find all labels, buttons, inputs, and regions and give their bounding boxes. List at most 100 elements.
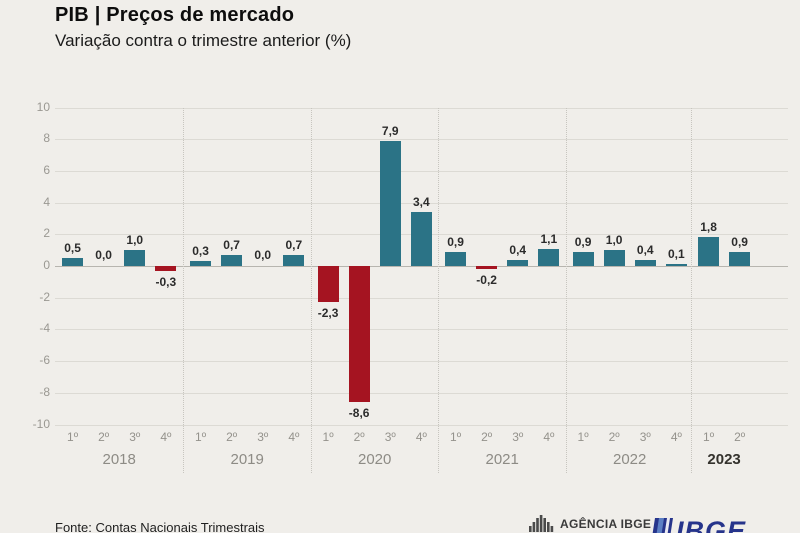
year-label: 2023 [707, 451, 741, 468]
year-separator [310, 107, 312, 473]
bar [729, 251, 751, 266]
quarter-tick-label: 2º [734, 430, 746, 444]
agencia-ibge-logo: AGÊNCIA IBGE [529, 514, 651, 533]
gridline [55, 202, 788, 204]
y-axis-tick-label: 10 [36, 99, 50, 114]
year-label: 2020 [358, 451, 392, 468]
ibge-flag-icon [651, 518, 673, 533]
bar [445, 251, 467, 266]
quarter-tick-label: 1º [450, 430, 462, 444]
bar [507, 259, 529, 266]
year-label: 2022 [613, 451, 647, 468]
bar [62, 258, 84, 266]
y-axis-tick-label: -8 [39, 384, 50, 399]
y-axis-tick-label: -4 [39, 321, 50, 336]
quarter-tick-label: 3º [129, 430, 141, 444]
quarter-tick-label: 2º [481, 430, 493, 444]
ibge-label: IBGE [676, 516, 747, 533]
bar [410, 212, 432, 266]
y-axis-tick-label: -10 [32, 416, 50, 431]
bar-value-label: 0,4 [636, 242, 654, 257]
bar-value-label: 0,7 [223, 237, 240, 252]
quarter-tick-label: 1º [703, 430, 715, 444]
bar-value-label: 0,0 [95, 248, 112, 262]
y-axis-tick-label: 0 [43, 258, 50, 272]
bar-value-label: 0,9 [731, 234, 748, 249]
year-separator [438, 107, 439, 473]
bar [665, 264, 687, 266]
bar-value-label: 1,1 [540, 231, 558, 246]
page-subtitle: Variação contra o trimestre anterior (%) [55, 31, 352, 50]
year-label: 2018 [102, 451, 136, 468]
gridline [55, 297, 788, 299]
quarter-tick-label: 2º [353, 430, 365, 444]
bar-value-label: 0,4 [509, 242, 527, 257]
bar [379, 140, 401, 266]
bar-value-label: 1,0 [605, 233, 623, 248]
bar-value-label: 1,0 [126, 233, 144, 248]
bar [155, 266, 177, 271]
source-note: Fonte: Contas Nacionais Trimestrais [55, 520, 265, 533]
quarter-tick-label: 1º [67, 430, 79, 444]
gridline [55, 139, 788, 141]
year-label: 2019 [230, 451, 264, 468]
year-separator [691, 107, 692, 473]
bar-value-label: 1,8 [700, 220, 717, 235]
bar [348, 266, 370, 403]
equalizer-bars-icon [529, 514, 555, 533]
y-axis-tick-label: -6 [39, 353, 50, 368]
gridline [55, 392, 788, 394]
bar [124, 250, 146, 266]
bar [634, 259, 656, 266]
y-axis-tick-label: 6 [43, 162, 50, 177]
bar-value-label: 0,7 [285, 237, 303, 252]
bar [698, 237, 720, 266]
bar-value-label: 0,9 [574, 234, 592, 249]
quarter-tick-label: 3º [384, 430, 396, 444]
gridline [55, 361, 788, 363]
year-label: 2021 [485, 451, 519, 468]
quarter-tick-label: 3º [639, 430, 651, 444]
quarter-tick-label: 1º [577, 430, 589, 444]
page-title: PIB | Preços de mercado [55, 4, 295, 26]
y-axis-tick-label: -2 [39, 289, 50, 304]
y-axis-tick-label: 4 [43, 194, 50, 209]
quarter-tick-label: 3º [512, 430, 524, 444]
gridline [55, 266, 788, 267]
bar-value-label: -8,6 [348, 406, 370, 421]
y-axis-tick-label: 2 [43, 226, 50, 241]
quarter-tick-label: 4º [288, 430, 300, 444]
bar [317, 266, 339, 303]
bar-value-label: 3,4 [413, 195, 430, 210]
bar [190, 261, 212, 266]
year-separator [565, 107, 567, 473]
y-axis-tick-label: 8 [43, 131, 50, 146]
gridline [55, 424, 788, 426]
bar-value-label: 0,9 [447, 234, 464, 249]
ibge-logo: IBGE [651, 518, 746, 533]
agencia-ibge-label: AGÊNCIA IBGE [560, 517, 652, 531]
gridline [55, 170, 788, 172]
bar-value-label: 0,3 [192, 244, 209, 259]
bar [283, 254, 305, 266]
bar [603, 250, 625, 266]
bar-value-label: 0,5 [64, 241, 81, 256]
bar-value-label: -2,3 [317, 306, 339, 321]
quarter-tick-label: 4º [415, 430, 427, 444]
bar [221, 254, 243, 266]
quarter-tick-label: 2º [608, 430, 620, 444]
bar-value-label: 7,9 [381, 123, 399, 138]
gridline [55, 107, 788, 109]
quarter-tick-label: 1º [195, 430, 207, 444]
quarter-tick-label: 2º [226, 430, 238, 444]
quarter-tick-label: 4º [160, 430, 172, 444]
quarter-tick-label: 1º [322, 430, 334, 444]
bar-value-label: -0,2 [476, 273, 497, 288]
gridline [55, 329, 788, 331]
bar [476, 266, 498, 270]
quarter-tick-label: 2º [98, 430, 110, 444]
bar [538, 248, 560, 266]
year-separator [183, 107, 184, 473]
bar-value-label: 0,1 [668, 247, 685, 262]
